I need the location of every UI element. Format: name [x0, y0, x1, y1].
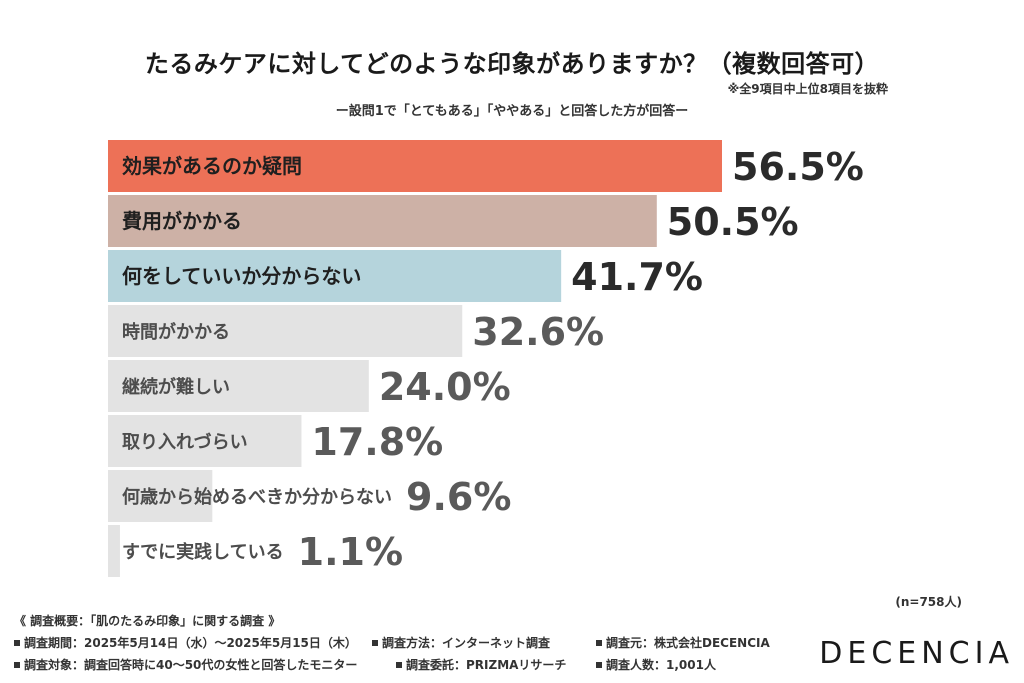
value-label-1: 56.5%: [732, 145, 864, 189]
bar-chart: 効果があるのか疑問 56.5% 費用がかかる 50.5% 何をしていいか分からない 41.…: [108, 140, 864, 577]
bar-8: [108, 525, 120, 577]
value-label-5: 24.0%: [379, 365, 511, 409]
bullet-square-icon: [14, 639, 20, 646]
sample-size-label: (n=758人): [895, 595, 962, 609]
bullet-square-icon: [596, 661, 602, 668]
bar-4: [108, 305, 463, 357]
category-label-3: 何をしていいか分からない: [122, 264, 361, 288]
value-label-8: 1.1%: [298, 530, 403, 574]
bar-1: [108, 140, 722, 192]
value-label-6: 17.8%: [311, 420, 443, 464]
value-label-4: 32.6%: [472, 310, 604, 354]
chart-note: ※全9項目中上位8項目を抜粋: [727, 82, 888, 96]
bullet-square-icon: [14, 661, 20, 668]
survey-target: 調査対象：調査回答時に40〜50代の女性と回答したモニター: [14, 656, 357, 673]
bar-2: [108, 195, 657, 247]
survey-period-text: 調査期間：2025年5月14日（水）〜2025年5月15日（木）: [24, 636, 357, 650]
survey-commission-text: 調査委託：PRIZMAリサーチ: [406, 658, 567, 672]
survey-method-text: 調査方法：インターネット調査: [382, 636, 551, 650]
bar-3: [108, 250, 562, 302]
survey-summary-title: 《 調査概要：「肌のたるみ印象」に関する調査 》: [14, 614, 281, 628]
bar-5: [108, 360, 369, 412]
survey-respondents: 調査人数：1,001人: [596, 656, 716, 673]
category-label-2: 費用がかかる: [122, 209, 242, 233]
bullet-square-icon: [396, 661, 402, 668]
bullet-square-icon: [596, 639, 602, 646]
chart-subtitle: ー設問1で「とてもある」「ややある」と回答した方が回答ー: [335, 104, 689, 119]
value-label-7: 9.6%: [406, 475, 511, 519]
survey-method: 調査方法：インターネット調査: [372, 634, 550, 651]
decencia-logo: DECENCIA: [819, 636, 1014, 671]
value-label-2: 50.5%: [667, 200, 799, 244]
value-label-3: 41.7%: [571, 255, 703, 299]
category-label-5: 継続が難しい: [122, 376, 230, 398]
chart-title: たるみケアに対してどのような印象がありますか？（複数回答可）: [144, 50, 880, 78]
survey-respondents-text: 調査人数：1,001人: [606, 658, 716, 672]
survey-period: 調査期間：2025年5月14日（水）〜2025年5月15日（木）: [14, 634, 357, 651]
bar-7: [108, 470, 213, 522]
category-label-6: 取り入れづらい: [122, 432, 248, 453]
survey-commission: 調査委託：PRIZMAリサーチ: [396, 656, 566, 673]
category-label-1: 効果があるのか疑問: [122, 154, 302, 178]
category-label-8: すでに実践している: [122, 541, 284, 563]
category-label-4: 時間がかかる: [122, 321, 230, 343]
survey-target-text: 調査対象：調査回答時に40〜50代の女性と回答したモニター: [24, 658, 358, 672]
survey-organizer-text: 調査元：株式会社DECENCIA: [606, 636, 770, 650]
bullet-square-icon: [372, 639, 378, 646]
bar-6: [108, 415, 302, 467]
category-label-7: 何歳から始めるべきか分からない: [122, 486, 392, 508]
survey-organizer: 調査元：株式会社DECENCIA: [596, 634, 770, 651]
